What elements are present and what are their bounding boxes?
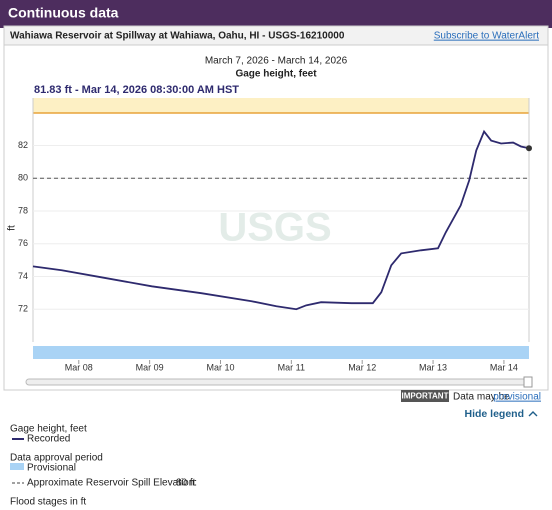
subscribe-link[interactable]: Subscribe to WaterAlert: [434, 31, 539, 42]
toggle-chevron[interactable]: [528, 411, 538, 417]
slider-track[interactable]: [25, 378, 533, 386]
data-line: [32, 129, 530, 311]
header-title: Continuous data: [8, 5, 119, 21]
legend-entry: Recorded: [27, 434, 70, 445]
badge-text: IMPORTANT: [402, 392, 449, 401]
y-tick-label: 74: [18, 271, 28, 281]
chart-title: Gage height, feet: [235, 69, 317, 80]
y-tick-label: 82: [18, 140, 28, 150]
y-tick-label: 72: [18, 304, 28, 314]
x-tick-label: Mar 09: [136, 362, 164, 372]
x-tick-label: Mar 11: [278, 362, 305, 372]
y-axis-label: ft: [7, 225, 18, 231]
legend-entry-value: 80 ft: [176, 478, 196, 489]
x-tick-label: Mar 13: [419, 362, 447, 372]
flood-band: [33, 98, 529, 113]
legend-entry: Provisional: [27, 463, 76, 474]
x-tick-label: Mar 10: [206, 362, 234, 372]
y-tick-label: 80: [18, 173, 28, 183]
site-name: Wahiawa Reservoir at Spillway at Wahiawa…: [10, 31, 345, 42]
y-tick-label: 76: [18, 238, 28, 248]
latest-value: 81.83 ft - Mar 14, 2026 08:30:00 AM HST: [34, 84, 239, 96]
x-tick-label: Mar 14: [490, 362, 518, 372]
notice-link[interactable]: provisional: [493, 392, 541, 403]
legend-swatch: [10, 463, 24, 470]
watermark: USGS: [218, 206, 331, 250]
legend-heading: Flood stages in ft: [10, 497, 86, 508]
badge: [401, 390, 449, 402]
latest-point: [526, 145, 532, 152]
legend-entry: Approximate Reservoir Spill Elevation:: [27, 478, 197, 489]
x-tick-label: Mar 08: [65, 362, 93, 372]
y-tick-label: 78: [18, 205, 28, 215]
approval-bar: [33, 346, 529, 359]
legend-heading: Gage height, feet: [10, 424, 87, 435]
chart-subtitle: March 7, 2026 - March 14, 2026: [205, 56, 348, 67]
x-tick-label: Mar 12: [348, 362, 376, 372]
notice-text: Data may be: [453, 392, 510, 403]
chart-panel: [3, 44, 549, 391]
header-bar: [0, 0, 552, 28]
legend-toggle[interactable]: Hide legend: [464, 408, 524, 420]
slider-handle[interactable]: [523, 376, 533, 388]
legend-heading: Data approval period: [10, 453, 103, 464]
